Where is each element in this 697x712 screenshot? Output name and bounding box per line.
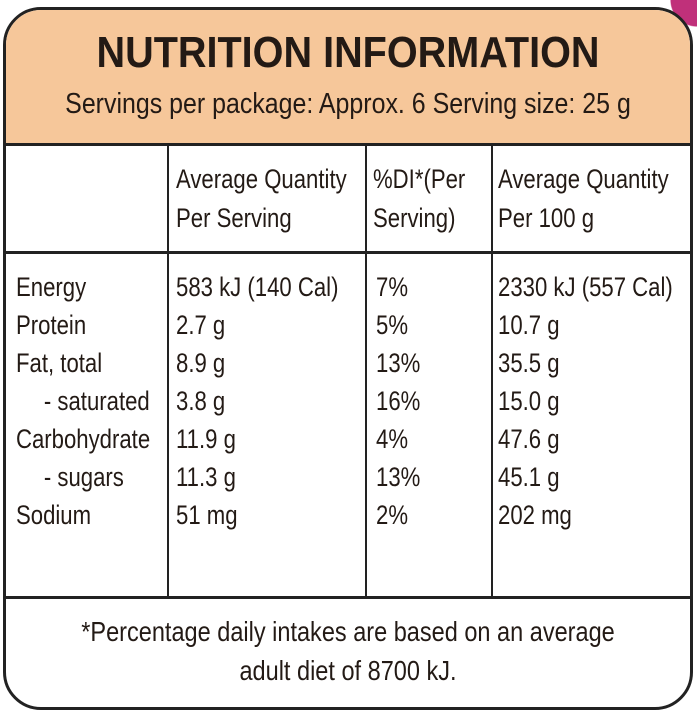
- header-row-divider: [6, 251, 690, 254]
- label-protein: Protein: [16, 310, 87, 340]
- table-cell: 51 mg: [176, 500, 238, 530]
- table-cell: 2%: [376, 500, 409, 530]
- label-sodium: Sodium: [16, 500, 92, 530]
- table-cell: 8.9 g: [176, 348, 226, 378]
- column-header-di: %DI*(Per Serving): [373, 164, 466, 233]
- table-cell: 2330 kJ (557 Cal): [498, 272, 673, 302]
- table-cell: 4%: [376, 424, 409, 454]
- table-cell: 202 mg: [498, 500, 572, 530]
- table-cell: 10.7 g: [498, 310, 560, 340]
- table-cell: 11.3 g: [176, 462, 236, 492]
- table-cell: 2.7 g: [176, 310, 226, 340]
- footnote-line-2: adult diet of 8700 kJ.: [239, 655, 457, 686]
- table-cell: 15.0 g: [498, 386, 560, 416]
- servings-info: Servings per package: Approx. 6 Serving …: [65, 88, 631, 120]
- table-cell: 45.1 g: [498, 462, 560, 492]
- panel-header: NUTRITION INFORMATION Servings per packa…: [6, 10, 690, 146]
- nutrient-labels: Energy Protein Fat, total - saturated Ca…: [16, 268, 150, 534]
- column-divider: [365, 146, 367, 596]
- table-cell: 16%: [376, 386, 421, 416]
- footnote-line-1: *Percentage daily intakes are based on a…: [81, 616, 615, 647]
- column-divider: [167, 146, 169, 596]
- label-saturated: - saturated: [43, 386, 150, 416]
- di-values: 7% 5% 13% 16% 4% 13% 2%: [376, 268, 420, 534]
- column-divider: [491, 146, 493, 596]
- table-cell: 13%: [376, 462, 421, 492]
- label-carbohydrate: Carbohydrate: [16, 424, 151, 454]
- label-energy: Energy: [16, 272, 87, 302]
- table-cell: 3.8 g: [176, 386, 226, 416]
- table-cell: 7%: [376, 272, 409, 302]
- table-cell: 11.9 g: [176, 424, 236, 454]
- footer-divider: [6, 596, 690, 599]
- label-sugars: - sugars: [43, 462, 124, 492]
- per-serving-values: 583 kJ (140 Cal) 2.7 g 8.9 g 3.8 g 11.9 …: [176, 268, 338, 534]
- panel-title: NUTRITION INFORMATION: [96, 28, 600, 77]
- nutrition-panel: NUTRITION INFORMATION Servings per packa…: [3, 7, 693, 710]
- table-cell: 5%: [376, 310, 409, 340]
- table-cell: 583 kJ (140 Cal): [176, 272, 339, 302]
- table-cell: 13%: [376, 348, 421, 378]
- label-fat-total: Fat, total: [16, 348, 103, 378]
- table-cell: 47.6 g: [498, 424, 560, 454]
- per-100g-values: 2330 kJ (557 Cal) 10.7 g 35.5 g 15.0 g 4…: [498, 268, 673, 534]
- table-cell: 35.5 g: [498, 348, 560, 378]
- column-header-per-serving: Average Quantity Per Serving: [176, 164, 347, 233]
- column-header-per-100g: Average Quantity Per 100 g: [498, 164, 669, 233]
